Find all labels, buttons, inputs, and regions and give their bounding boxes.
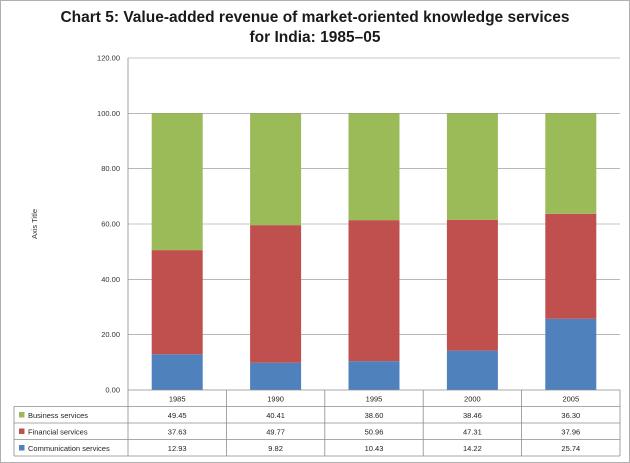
y-tick-label-0: 0.00 <box>105 386 120 395</box>
bar-business-services-1990 <box>250 113 302 226</box>
x-tick-label-2000: 2000 <box>464 395 481 404</box>
legend-swatch-communication-services <box>19 445 25 451</box>
x-tick-label-1985: 1985 <box>169 395 186 404</box>
bar-financial-services-1995 <box>348 220 400 362</box>
data-label-business-services-1990: 40.41 <box>266 411 285 420</box>
bar-business-services-1995 <box>348 113 400 221</box>
legend-label-communication-services: Communication services <box>28 444 110 453</box>
x-tick-label-1995: 1995 <box>366 395 383 404</box>
y-tick-label-4: 80.00 <box>101 164 120 173</box>
legend-swatch-financial-services <box>19 428 25 434</box>
bar-financial-services-2005 <box>545 213 597 319</box>
y-tick-label-6: 120.00 <box>97 54 120 63</box>
y-tick-label-3: 60.00 <box>101 220 120 229</box>
data-label-financial-services-2000: 47.31 <box>463 428 482 437</box>
data-label-communication-services-2000: 14.22 <box>463 444 482 453</box>
data-label-business-services-2000: 38.46 <box>463 411 482 420</box>
bar-financial-services-1990 <box>250 225 302 363</box>
bar-business-services-1985 <box>151 113 203 251</box>
y-tick-label-1: 20.00 <box>101 330 120 339</box>
bar-business-services-2000 <box>446 113 498 220</box>
bar-communication-services-1995 <box>348 361 400 390</box>
legend-swatch-business-services <box>19 412 25 418</box>
bar-communication-services-2005 <box>545 318 597 390</box>
chart-title: Chart 5: Value-added revenue of market-o… <box>1 8 629 48</box>
bar-communication-services-2000 <box>446 350 498 390</box>
data-label-financial-services-2005: 37.96 <box>561 428 580 437</box>
x-tick-label-2005: 2005 <box>562 395 579 404</box>
y-axis-title: Axis Title <box>30 209 39 239</box>
data-label-financial-services-1995: 50.96 <box>365 428 384 437</box>
chart-title-line-2: for India: 1985–05 <box>249 29 381 46</box>
data-label-financial-services-1985: 37.63 <box>168 428 187 437</box>
bar-financial-services-1985 <box>151 250 203 355</box>
bar-business-services-2005 <box>545 113 597 214</box>
data-label-communication-services-1995: 10.43 <box>365 444 384 453</box>
legend-label-financial-services: Financial services <box>28 428 88 437</box>
bar-communication-services-1985 <box>151 354 203 390</box>
bar-financial-services-2000 <box>446 219 498 351</box>
data-label-business-services-2005: 36.30 <box>561 411 580 420</box>
data-label-communication-services-2005: 25.74 <box>561 444 580 453</box>
y-tick-label-2: 40.00 <box>101 275 120 284</box>
data-label-communication-services-1985: 12.93 <box>168 444 187 453</box>
data-label-communication-services-1990: 9.82 <box>268 444 283 453</box>
data-label-business-services-1995: 38.60 <box>365 411 384 420</box>
chart-title-line-1: Chart 5: Value-added revenue of market-o… <box>60 9 570 26</box>
x-tick-label-1990: 1990 <box>267 395 284 404</box>
data-label-business-services-1985: 49.45 <box>168 411 187 420</box>
bar-communication-services-1990 <box>250 362 302 390</box>
y-tick-label-5: 100.00 <box>97 109 120 118</box>
legend-label-business-services: Business services <box>28 411 88 420</box>
data-label-financial-services-1990: 49.77 <box>266 428 285 437</box>
